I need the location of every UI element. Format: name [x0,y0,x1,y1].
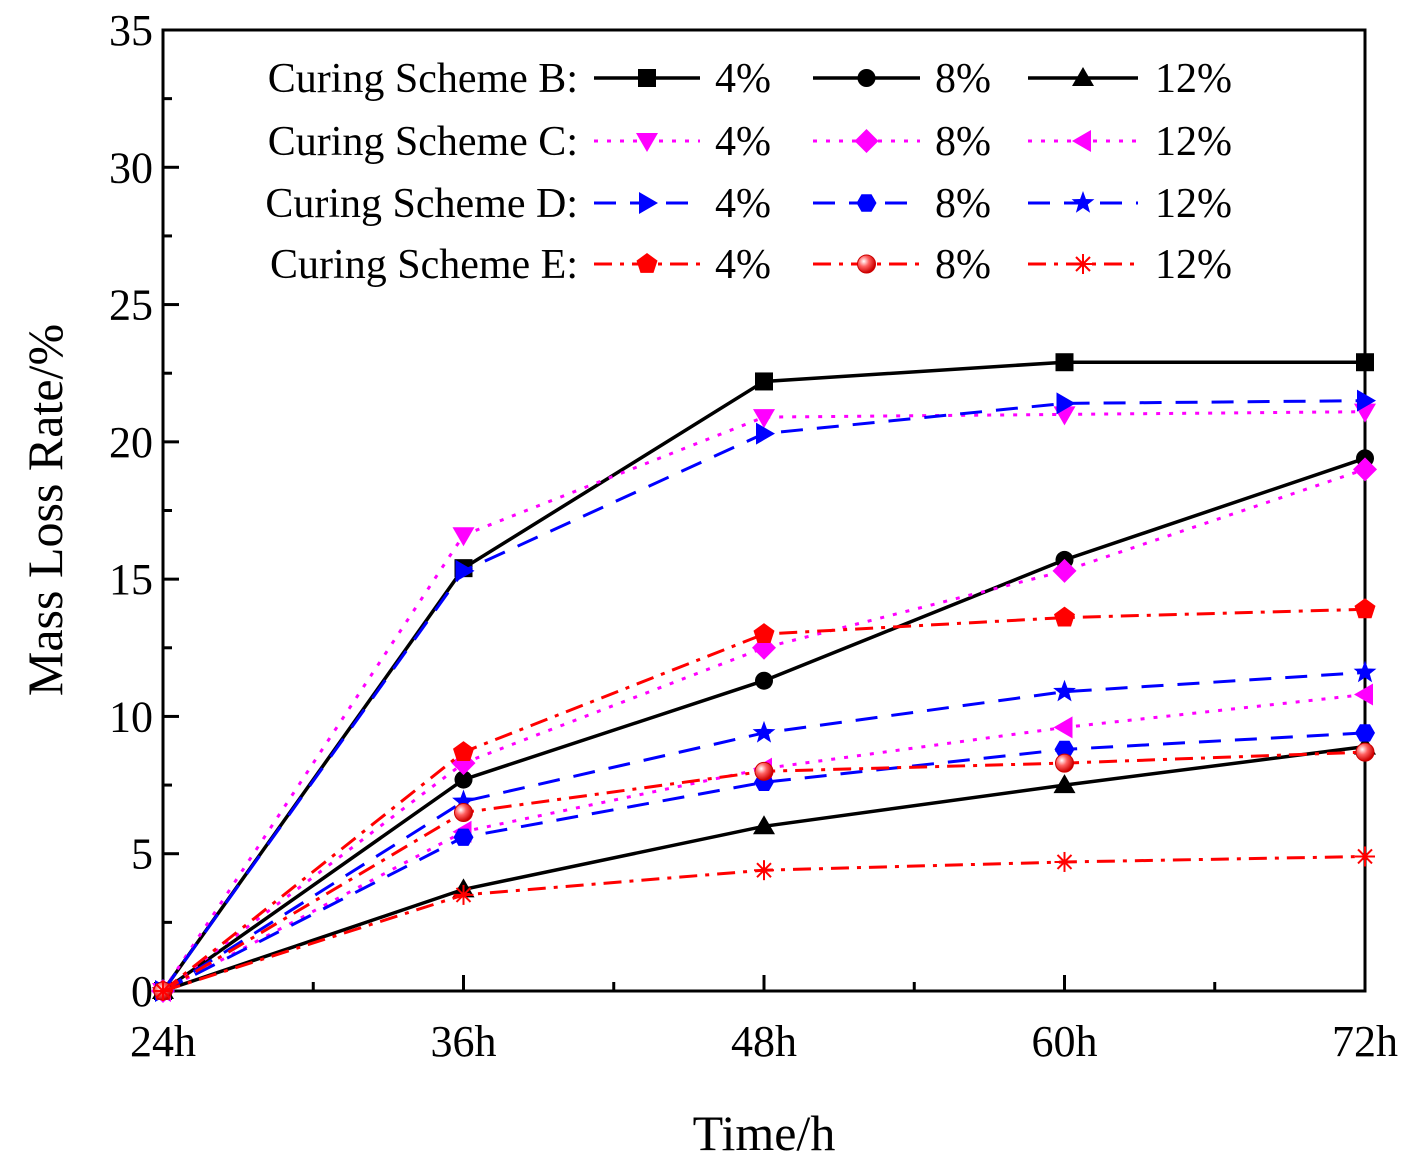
data-point [755,671,773,690]
x-axis-title: Time/h [693,1105,836,1161]
legend-item-label: 8% [935,56,991,102]
data-point [1055,753,1074,773]
data-point [1052,558,1077,583]
data-point [1053,716,1073,739]
legend-item-label: 4% [715,119,771,165]
data-point [752,720,776,743]
x-tick-label: 48h [731,1017,797,1066]
data-point [1355,724,1375,742]
legend-item-label: 12% [1155,242,1232,288]
legend-row: Curing Scheme D: 4% 8% 12% [265,181,1232,227]
data-point [1355,846,1375,867]
legend-item-label: 8% [935,181,991,227]
series-line [162,731,1366,993]
data-point [1354,683,1373,706]
legend-row: Curing Scheme B: 4% 8% 12% [268,56,1232,102]
legend-marker [638,69,656,87]
data-point [1055,353,1074,372]
data-point [753,815,775,835]
legend-item-label: 4% [715,242,771,288]
series-line [161,410,1366,992]
legend-marker [857,69,876,87]
data-point [753,409,775,429]
legend-item-label: 8% [935,242,991,288]
data-point [1053,679,1076,702]
data-point [1054,851,1075,872]
data-point [452,527,475,547]
data-point [754,761,774,781]
legend-group-label: Curing Scheme E: [270,242,578,288]
series-d-4- [155,389,1376,1002]
legend-marker [857,254,876,274]
y-tick-label: 10 [109,692,153,741]
y-tick-label: 20 [109,418,153,467]
y-tick-label: 35 [109,6,153,55]
series-e-12- [153,846,1375,1001]
data-point [756,422,775,445]
data-point [1355,742,1375,762]
data-point [1357,389,1376,412]
data-point [1353,457,1377,482]
data-point [455,559,475,582]
y-tick-label: 0 [131,967,153,1016]
data-point [1053,774,1076,794]
legend-row: Curing Scheme E: 4% 8% 12% [270,242,1232,288]
data-point [1056,392,1076,415]
legend-marker [856,194,877,212]
data-point [1353,660,1377,683]
legend-marker [1073,254,1093,274]
legend-item-label: 12% [1155,56,1232,102]
legend-marker [1072,67,1094,86]
data-point [452,789,475,812]
legend-marker [854,129,879,153]
legend-group-label: Curing Scheme D: [265,181,578,227]
data-point [453,884,474,905]
y-tick-label: 25 [109,281,153,330]
legend-item-label: 4% [715,181,771,227]
axes: 0 5 10 15 20 25 30 35 24h 36h 48h 60h 72h [109,6,1398,1066]
legend-item-label: 12% [1155,119,1232,165]
series-line [162,607,1366,993]
legend-marker [639,192,658,214]
series-layer [151,353,1377,1003]
legend-marker [636,253,658,273]
legend-group-label: Curing Scheme C: [268,119,578,165]
legend-marker [636,133,658,152]
data-point [753,623,775,643]
series-c-4- [152,403,1376,1002]
y-axis-title: Mass Loss Rate/% [17,324,73,696]
series-line [161,399,1366,992]
data-point [454,770,473,789]
legend-group-label: Curing Scheme B: [268,56,578,102]
legend-item-label: 4% [715,56,771,102]
data-point [754,860,774,881]
data-point [1054,740,1075,758]
data-point [1054,606,1075,627]
y-tick-label: 15 [109,555,153,604]
x-tick-label: 60h [1032,1017,1098,1066]
legend-marker [1071,191,1095,213]
x-tick-label: 24h [130,1017,196,1066]
data-point [453,828,474,846]
legend-row: Curing Scheme C: 4% 8% 12% [268,119,1232,165]
data-point [454,803,473,823]
data-point [755,372,773,391]
data-point [153,981,173,1001]
y-tick-label: 30 [109,143,153,192]
x-tick-label: 36h [431,1017,497,1066]
legend-marker [1072,130,1091,152]
x-tick-label: 72h [1332,1017,1398,1066]
data-point [1356,353,1374,372]
legend: Curing Scheme B: 4% 8% 12% Curing Scheme C: 4… [265,56,1232,288]
legend-item-label: 8% [935,119,991,165]
data-point [1354,598,1376,619]
data-point [453,741,474,761]
y-tick-label: 5 [131,830,153,879]
legend-item-label: 12% [1155,181,1232,227]
